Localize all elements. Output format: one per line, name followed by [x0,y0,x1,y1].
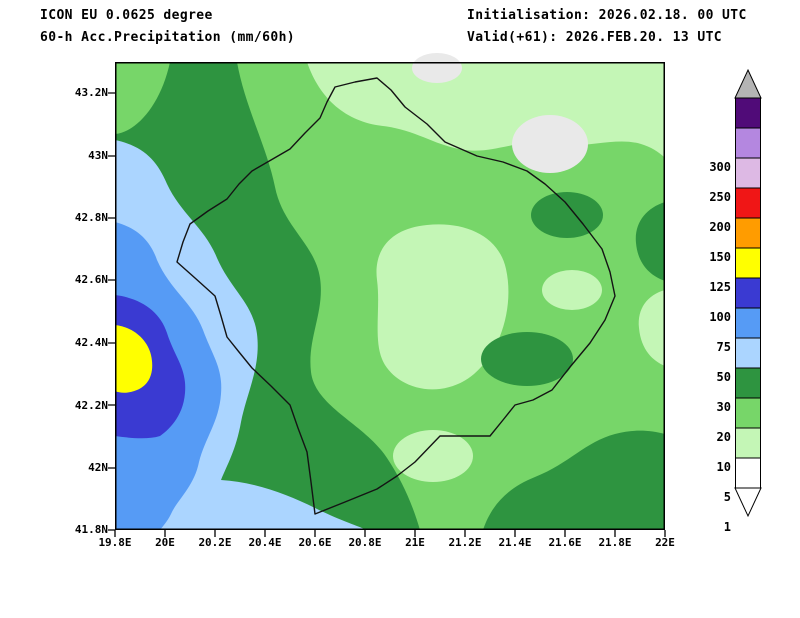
x-axis-tick-label: 19.8E [98,536,132,549]
legend-value-label: 125 [709,280,731,294]
y-axis-tick-label: 43N [88,149,108,162]
legend-value-label: 300 [709,160,731,174]
legend-value-label: 150 [709,250,731,264]
colorbar-arrow-over-300 [734,68,762,99]
x-axis-tick-label: 20.6E [298,536,332,549]
y-axis-tick-label: 41.8N [74,523,108,536]
colorbar-cell-20-30 [735,337,761,369]
colorbar-cell-150-200 [735,157,761,189]
x-axis-tick-label: 20.2E [198,536,232,549]
colorbar-cell-250-300 [735,97,761,129]
x-axis-tick-label: 21E [405,536,425,549]
y-axis-tick-label: 42.2N [74,399,108,412]
header-model-line: ICON EU 0.0625 degree [40,8,213,23]
y-axis-tick-label: 42.6N [74,273,108,286]
colorbar-cell-100-125 [735,217,761,249]
axis-tick-marks [108,92,666,537]
country-border-outline [176,77,616,515]
colorbar-cell-1-5 [735,427,761,459]
x-axis-tick-label: 21.2E [448,536,482,549]
colorbar-cell-50-75 [735,277,761,309]
colorbar-cell-5-10 [735,397,761,429]
x-axis-tick-label: 20.4E [248,536,282,549]
legend-value-label: 100 [709,310,731,324]
legend-value-label: 20 [716,430,731,444]
precipitation-contour-map [108,53,666,537]
header-initialisation-line: Initialisation: 2026.02.18. 00 UTC [467,8,747,23]
colorbar-cell-200-250 [735,127,761,159]
map-plot-area [108,53,666,537]
legend-value-label: 10 [716,460,731,474]
legend-value-label: 75 [716,340,731,354]
legend-value-label: 5 [723,490,731,504]
precip-region-10-20mm-northeast-blob [531,192,603,238]
precip-region-1-5mm-southeast [542,270,602,310]
y-axis-tick-label: 43.2N [74,86,108,99]
colorbar-legend: 300 250 200 150 125 100 75 50 30 20 10 5… [693,68,800,540]
precip-region-under-1mm-northeast [512,115,588,173]
header-valid-time-line: Valid(+61): 2026.FEB.20. 13 UTC [467,30,723,45]
x-axis-tick-label: 21.6E [548,536,582,549]
precip-region-1-5mm-center [376,224,509,390]
precip-region-1-5mm-east-edge [638,290,665,366]
colorbar-cell-125-150 [735,187,761,219]
x-axis-tick-label: 20E [155,536,175,549]
colorbar-cell-75-100 [735,247,761,279]
legend-value-label: 50 [716,370,731,384]
plot-frame [115,62,665,530]
legend-value-label: 250 [709,190,731,204]
x-axis-tick-label: 21.4E [498,536,532,549]
legend-value-label: 200 [709,220,731,234]
colorbar [734,68,762,518]
precip-region-10-20mm-east-blob [481,332,573,386]
colorbar-arrow-under-1 [734,487,762,518]
header-parameter-line: 60-h Acc.Precipitation (mm/60h) [40,30,296,45]
colorbar-cell-10-20 [735,367,761,399]
legend-value-label: 30 [716,400,731,414]
precip-region-under-1mm-top [412,53,462,83]
legend-value-label: 1 [723,520,731,534]
precip-region-75-100mm-maximum [115,325,153,393]
y-axis-tick-label: 42.8N [74,211,108,224]
precip-region-10-20mm-southeast-corner [483,430,665,530]
x-axis-tick-label: 20.8E [348,536,382,549]
precip-region-1-5mm-south [393,430,473,482]
precip-region-10-20mm-east-edge [635,202,665,281]
colorbar-cell-under-1 [735,457,761,489]
y-axis-tick-label: 42.4N [74,336,108,349]
x-axis-tick-label: 21.8E [598,536,632,549]
x-axis-tick-label: 22E [655,536,675,549]
colorbar-cell-30-50 [735,307,761,339]
y-axis-tick-label: 42N [88,461,108,474]
